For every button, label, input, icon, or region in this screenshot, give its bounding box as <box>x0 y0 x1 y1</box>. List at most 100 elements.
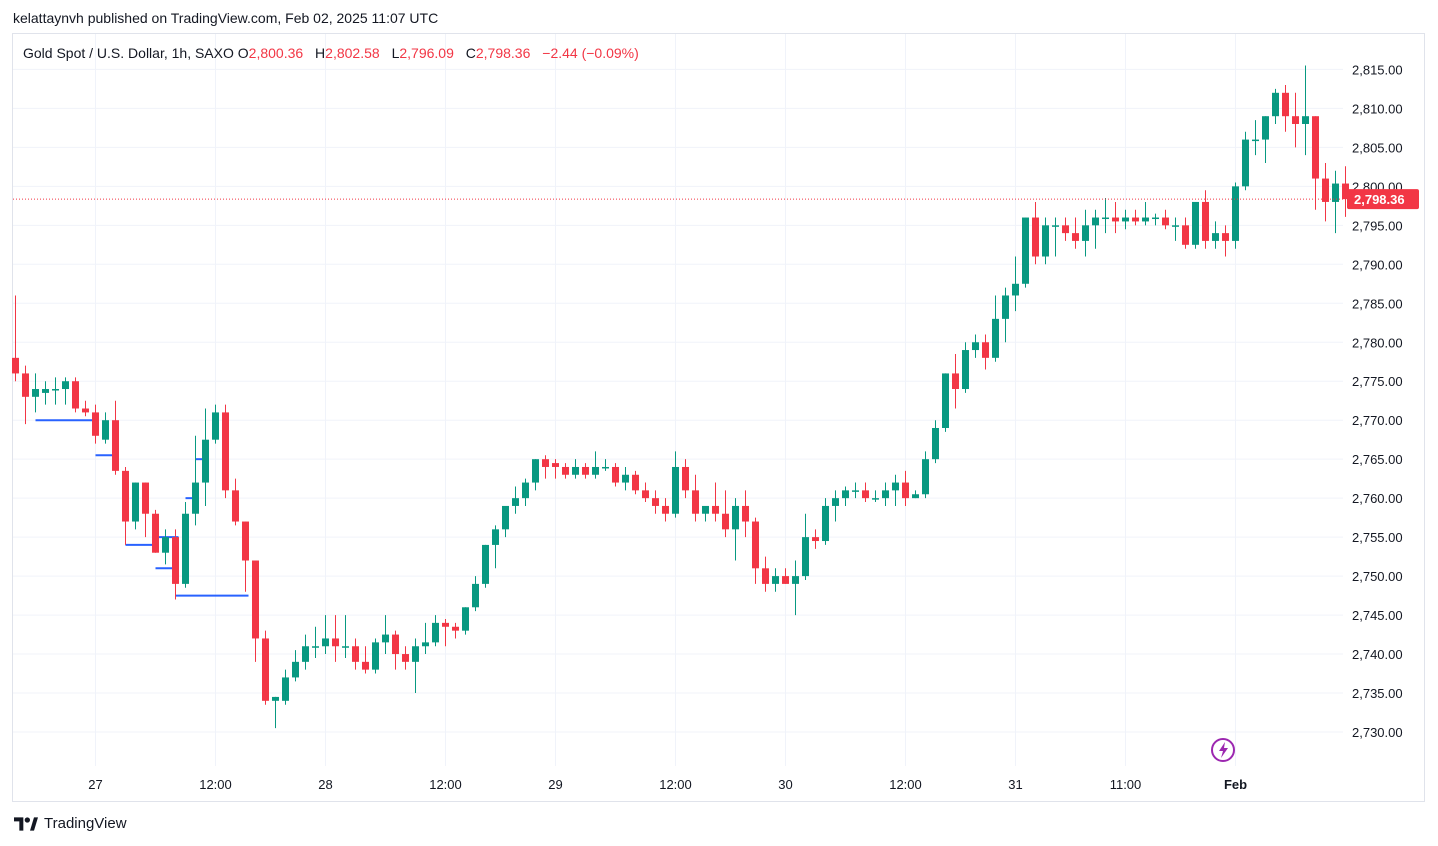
chart-frame <box>12 33 1425 802</box>
candle-body <box>562 466 569 475</box>
candle-body <box>1212 233 1219 241</box>
candle-body <box>1252 139 1259 142</box>
candle-body <box>22 373 29 397</box>
candle-body <box>122 470 129 522</box>
candle-body <box>672 466 679 514</box>
lightning-icon[interactable] <box>1211 738 1235 762</box>
candle-body <box>662 505 669 514</box>
candle-body <box>602 466 609 469</box>
candle-body <box>372 642 379 670</box>
y-tick-label: 2,795.00 <box>1352 218 1403 233</box>
x-tick-label: 28 <box>318 777 332 792</box>
candle-body <box>252 560 259 639</box>
candle-body <box>1092 217 1099 226</box>
candle-body <box>642 490 649 499</box>
candle-body <box>1152 217 1159 220</box>
candle-body <box>322 638 329 647</box>
y-tick-label: 2,805.00 <box>1352 140 1403 155</box>
low-label: L <box>391 45 400 61</box>
candle-body <box>902 482 909 499</box>
candle-body <box>262 638 269 701</box>
candle-body <box>1052 225 1059 227</box>
open-value: 2,800.36 <box>248 45 304 61</box>
candle-body <box>962 350 969 390</box>
candle-body <box>732 505 739 530</box>
candle-body <box>582 466 589 475</box>
close-label: C <box>465 45 476 61</box>
candle-body <box>72 381 79 409</box>
candle-body <box>1282 92 1289 117</box>
candle-body <box>492 529 499 545</box>
candle-body <box>842 490 849 499</box>
candle-body <box>1162 217 1169 226</box>
candle-body <box>332 638 339 647</box>
candle-body <box>1302 116 1309 124</box>
candle-body <box>852 490 859 492</box>
candle-body <box>102 420 109 440</box>
candle-body <box>1242 139 1249 187</box>
candle-body <box>872 498 879 500</box>
candle-body <box>542 459 549 467</box>
x-tick-label: 12:00 <box>659 777 692 792</box>
candle-body <box>1222 233 1229 241</box>
candle-body <box>1142 217 1149 222</box>
candle-body <box>422 642 429 647</box>
candle-body <box>452 626 459 631</box>
candle-body <box>182 513 189 584</box>
candle-body <box>142 482 149 514</box>
candle-body <box>282 677 289 701</box>
author-name[interactable]: kelattaynvh <box>13 10 84 26</box>
candle-body <box>462 607 469 631</box>
candle-body <box>1102 217 1109 220</box>
candle-body <box>482 544 489 584</box>
candle-body <box>1112 217 1119 222</box>
candle-body <box>532 459 539 483</box>
candle-body <box>552 463 559 467</box>
candle-body <box>342 646 349 648</box>
candle-body <box>522 482 529 499</box>
y-tick-label: 2,760.00 <box>1352 491 1403 506</box>
candle-body <box>92 412 99 436</box>
candle-body <box>942 373 949 428</box>
y-tick-label: 2,815.00 <box>1352 62 1403 77</box>
high-value: 2,802.58 <box>325 45 380 61</box>
y-tick-label: 2,745.00 <box>1352 608 1403 623</box>
ohlc-legend: Gold Spot / U.S. Dollar, 1h, SAXO O2,800… <box>23 45 639 61</box>
candle-body <box>712 505 719 514</box>
footer-brand[interactable]: TradingView <box>14 815 127 832</box>
candle-body <box>82 408 89 413</box>
low-value: 2,796.09 <box>399 45 454 61</box>
candle-body <box>592 466 599 475</box>
high-label: H <box>315 45 326 61</box>
y-tick-label: 2,740.00 <box>1352 647 1403 662</box>
candle-body <box>782 576 789 584</box>
candle-body <box>752 521 759 569</box>
candle-body <box>1022 217 1029 284</box>
x-tick-label: 12:00 <box>429 777 462 792</box>
y-tick-label: 2,810.00 <box>1352 101 1403 116</box>
candle-body <box>1202 201 1209 241</box>
brand-name: TradingView <box>44 815 127 832</box>
candle-body <box>412 646 419 662</box>
candle-body <box>112 420 119 471</box>
candle-body <box>302 646 309 662</box>
candle-body <box>502 505 509 530</box>
candle-body <box>622 474 629 483</box>
y-tick-label: 2,735.00 <box>1352 686 1403 701</box>
y-tick-label: 2,790.00 <box>1352 257 1403 272</box>
candle-body <box>212 412 219 440</box>
candle-body <box>832 498 839 506</box>
y-tick-label: 2,775.00 <box>1352 374 1403 389</box>
candle-body <box>972 342 979 351</box>
candle-body <box>1332 183 1339 202</box>
candle-body <box>292 661 299 678</box>
candle-body <box>812 537 819 542</box>
candle-body <box>982 342 989 358</box>
candle-body <box>272 696 279 701</box>
candle-body <box>442 622 449 627</box>
candle-body <box>922 459 929 495</box>
candle-body <box>632 474 639 491</box>
candle-body <box>572 466 579 475</box>
candle-body <box>62 381 69 390</box>
